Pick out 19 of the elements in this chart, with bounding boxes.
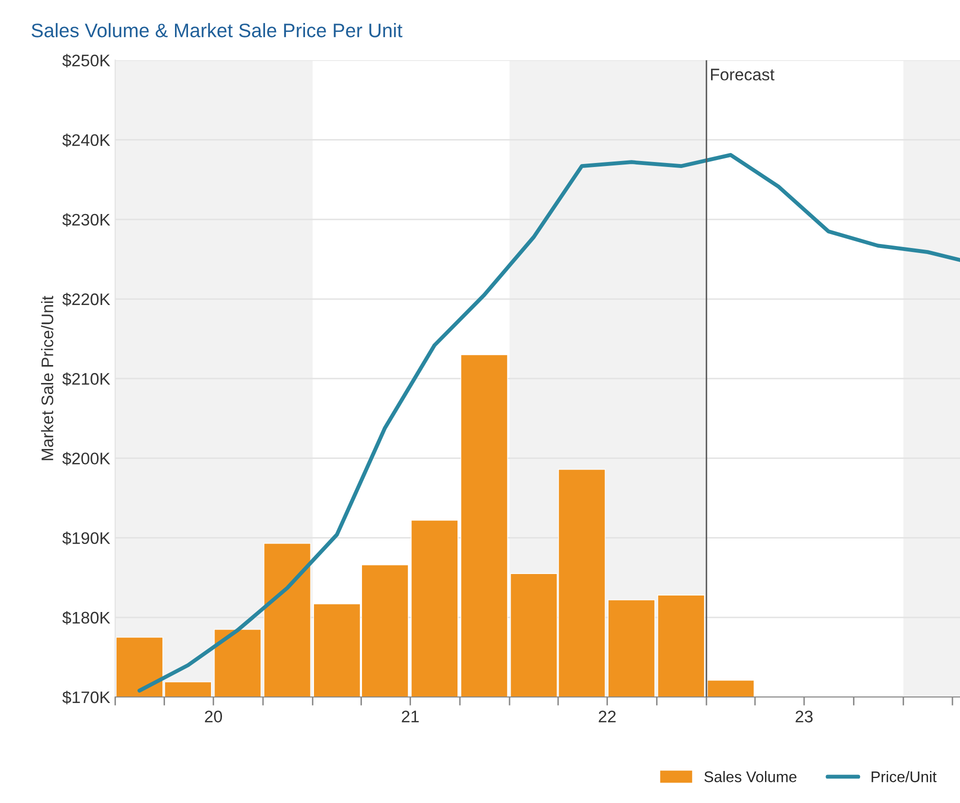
y-tick-label: $180K [62,611,110,625]
line-series [138,153,960,693]
y-tick-label: $230K [62,213,110,227]
legend-label: Sales Volume [704,770,796,782]
y-tick-label: $240K [62,134,110,148]
x-tick-label: 20 [204,710,222,722]
y-tick-label: $250K [62,54,110,68]
y-tick-label: $210K [62,372,110,386]
y-tick-label: $190K [62,532,110,546]
x-tick-label: 23 [796,710,813,722]
x-tick-label: 22 [598,710,616,722]
ref-line-label: Forecast [711,68,774,80]
y-axis-title: Market Sale Price/Unit [41,296,54,460]
y-tick-label: $200K [62,452,110,466]
y-tick-label: $170K [62,690,110,704]
chart-title: Sales Volume & Market Sale Price Per Unit [32,23,402,38]
x-tick-label: 21 [402,710,419,722]
y-tick-label: $220K [62,292,110,306]
legend-label: Price/Unit [872,770,937,782]
